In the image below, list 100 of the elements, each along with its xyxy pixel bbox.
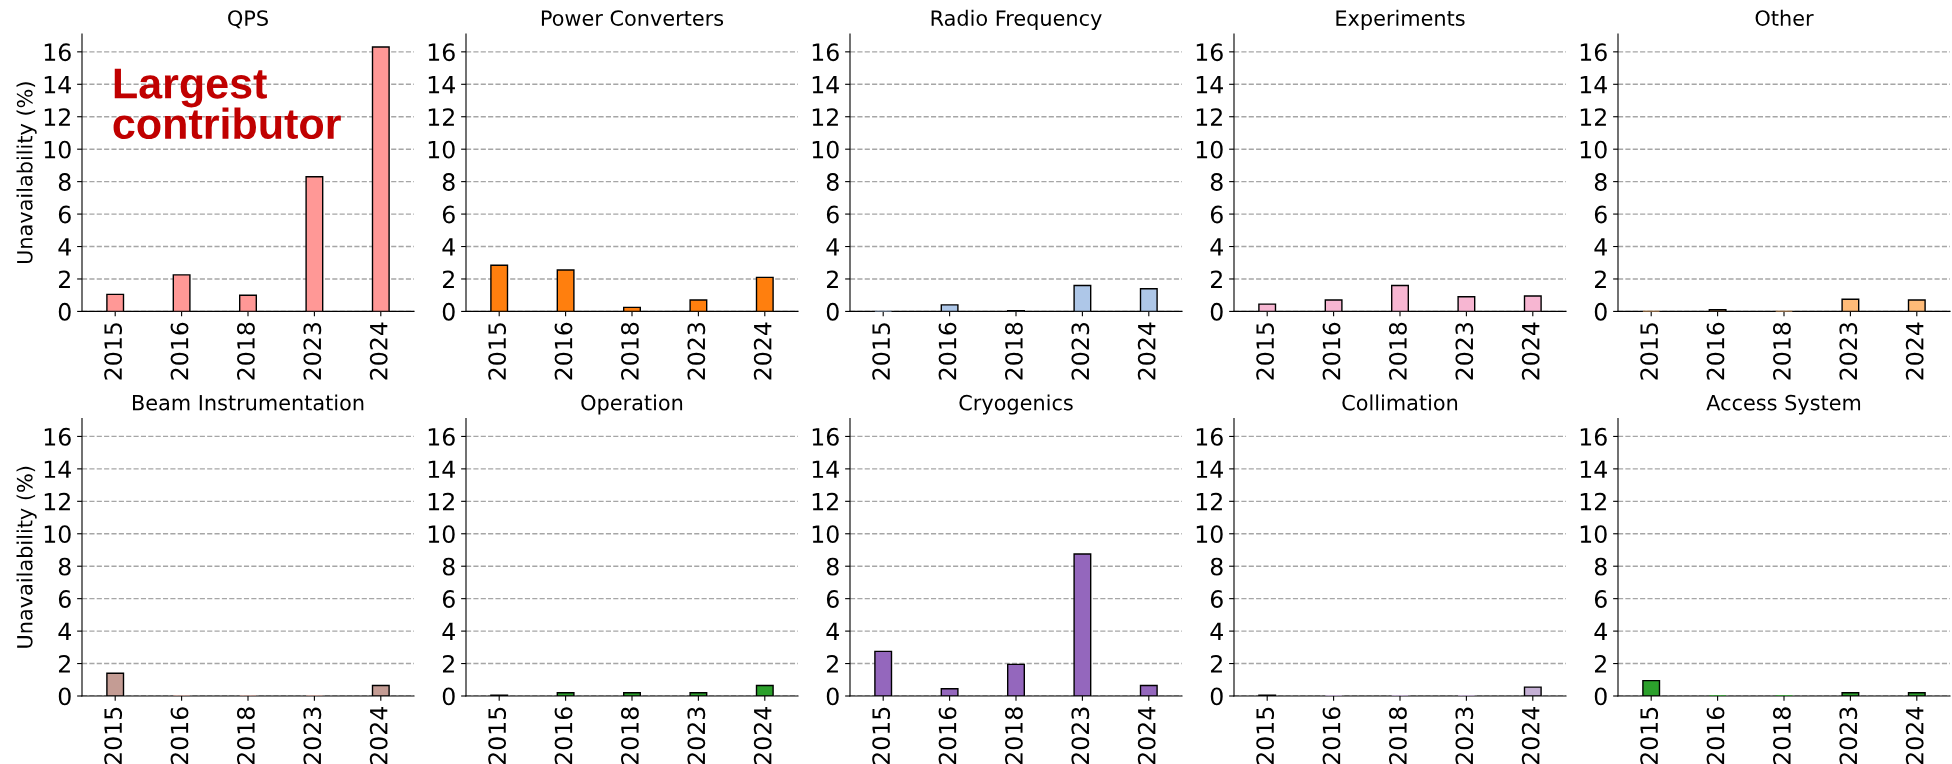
y-tick-label: 14 xyxy=(1196,76,1223,94)
x-tick-label: 2023 xyxy=(687,323,706,380)
y-tick-label: 10 xyxy=(812,525,839,544)
chart-title: Radio Frequency xyxy=(931,9,1102,30)
y-tick-label: 4 xyxy=(826,622,839,641)
y-tick-label: 8 xyxy=(1594,173,1607,191)
y-tick-label: 2 xyxy=(58,655,70,673)
y-tick-label: 6 xyxy=(58,205,71,224)
chart-title: QPS xyxy=(228,10,268,29)
x-tick-label: 2018 xyxy=(1772,707,1791,764)
y-tick-label: 4 xyxy=(442,238,455,256)
y-tick-label: 4 xyxy=(1594,622,1607,641)
y-tick-label: 12 xyxy=(1580,108,1606,126)
y-tick-label: 14 xyxy=(1580,76,1607,94)
chart-title: Cryogenics xyxy=(959,394,1073,415)
y-tick-label: 2 xyxy=(826,270,838,288)
y-tick-label: 10 xyxy=(1196,140,1223,159)
y-axis-title: Unavailability (%) xyxy=(16,466,37,648)
y-tick-label: 16 xyxy=(1580,43,1607,62)
y-tick-label: 16 xyxy=(1580,427,1607,446)
x-tick-label: 2023 xyxy=(1455,323,1474,380)
y-tick-label: 8 xyxy=(442,557,455,576)
x-tick-label: 2023 xyxy=(303,323,322,380)
x-tick-label: 2016 xyxy=(1706,707,1725,764)
x-tick-label: 2016 xyxy=(1322,707,1341,764)
y-tick-label: 6 xyxy=(826,590,839,608)
chart-title: Collimation xyxy=(1342,394,1458,411)
x-tick-label: 2015 xyxy=(1640,707,1659,764)
x-tick-label: 2023 xyxy=(1839,323,1858,380)
chart-title: Operation xyxy=(581,394,683,415)
y-tick-label: 14 xyxy=(1580,460,1607,478)
y-tick-label: 10 xyxy=(428,140,455,159)
x-tick-label: 2015 xyxy=(104,707,123,764)
y-tick-label: 10 xyxy=(1580,525,1607,544)
x-tick-label: 2024 xyxy=(753,707,772,764)
y-tick-label: 0 xyxy=(1210,302,1223,321)
y-tick-label: 12 xyxy=(812,492,838,511)
y-tick-label: 8 xyxy=(1210,557,1223,576)
y-tick-label: 2 xyxy=(1210,270,1222,288)
y-tick-label: 6 xyxy=(1594,590,1607,608)
x-tick-label: 2023 xyxy=(303,707,322,764)
y-tick-label: 16 xyxy=(812,43,839,62)
y-tick-label: 0 xyxy=(1594,687,1607,706)
x-tick-label: 2016 xyxy=(938,322,957,380)
y-tick-label: 6 xyxy=(826,205,839,224)
x-tick-label: 2018 xyxy=(1004,322,1023,380)
x-tick-label: 2018 xyxy=(1772,322,1791,380)
y-tick-label: 0 xyxy=(1210,687,1223,706)
y-tick-label: 16 xyxy=(44,43,71,62)
y-tick-label: 10 xyxy=(1196,525,1223,544)
y-tick-label: 2 xyxy=(1594,655,1606,673)
x-tick-label: 2018 xyxy=(236,322,255,380)
x-tick-label: 2016 xyxy=(554,322,573,380)
y-tick-label: 4 xyxy=(826,238,839,256)
x-tick-label: 2018 xyxy=(236,707,255,764)
x-tick-label: 2015 xyxy=(872,323,891,380)
y-tick-label: 14 xyxy=(428,76,455,94)
y-tick-label: 8 xyxy=(58,173,71,191)
y-tick-label: 10 xyxy=(44,140,71,159)
x-tick-label: 2023 xyxy=(1839,707,1858,764)
x-tick-label: 2015 xyxy=(872,707,891,764)
y-tick-label: 12 xyxy=(1196,492,1222,511)
y-tick-label: 2 xyxy=(1594,270,1606,288)
y-tick-label: 16 xyxy=(428,427,455,446)
x-tick-label: 2015 xyxy=(488,707,507,764)
y-tick-label: 8 xyxy=(826,557,839,576)
y-tick-label: 6 xyxy=(1210,205,1223,224)
y-tick-label: 16 xyxy=(428,43,455,62)
chart-title: Experiments xyxy=(1336,9,1465,30)
y-tick-label: 8 xyxy=(826,173,839,191)
y-tick-label: 8 xyxy=(442,173,455,191)
x-tick-label: 2016 xyxy=(170,707,189,764)
y-tick-label: 12 xyxy=(812,108,838,126)
y-tick-label: 12 xyxy=(428,492,454,511)
y-tick-label: 4 xyxy=(58,622,71,641)
y-tick-label: 6 xyxy=(1210,590,1223,608)
x-tick-label: 2015 xyxy=(1640,323,1659,380)
y-tick-label: 14 xyxy=(812,76,839,94)
x-tick-label: 2023 xyxy=(687,707,706,764)
x-tick-label: 2018 xyxy=(1388,707,1407,764)
y-tick-label: 16 xyxy=(812,427,839,446)
x-tick-label: 2024 xyxy=(1521,322,1540,380)
y-tick-label: 6 xyxy=(442,205,455,224)
x-tick-label: 2016 xyxy=(1706,322,1725,380)
x-tick-label: 2015 xyxy=(1256,323,1275,380)
x-tick-label: 2016 xyxy=(170,322,189,380)
y-tick-label: 2 xyxy=(442,655,454,673)
y-tick-label: 4 xyxy=(1210,622,1223,641)
y-tick-label: 12 xyxy=(428,108,454,126)
y-axis-title: Unavailability (%) xyxy=(16,82,37,264)
y-tick-label: 2 xyxy=(1210,655,1222,673)
chart-title: Power Converters xyxy=(541,10,724,26)
x-tick-label: 2015 xyxy=(1256,707,1275,764)
x-tick-label: 2016 xyxy=(938,707,957,764)
y-tick-label: 14 xyxy=(812,460,839,478)
y-tick-label: 6 xyxy=(58,590,71,608)
x-tick-label: 2024 xyxy=(753,322,772,380)
annotation: Largest contributor xyxy=(113,68,341,140)
y-tick-label: 4 xyxy=(1594,238,1607,256)
y-tick-label: 10 xyxy=(1580,140,1607,159)
